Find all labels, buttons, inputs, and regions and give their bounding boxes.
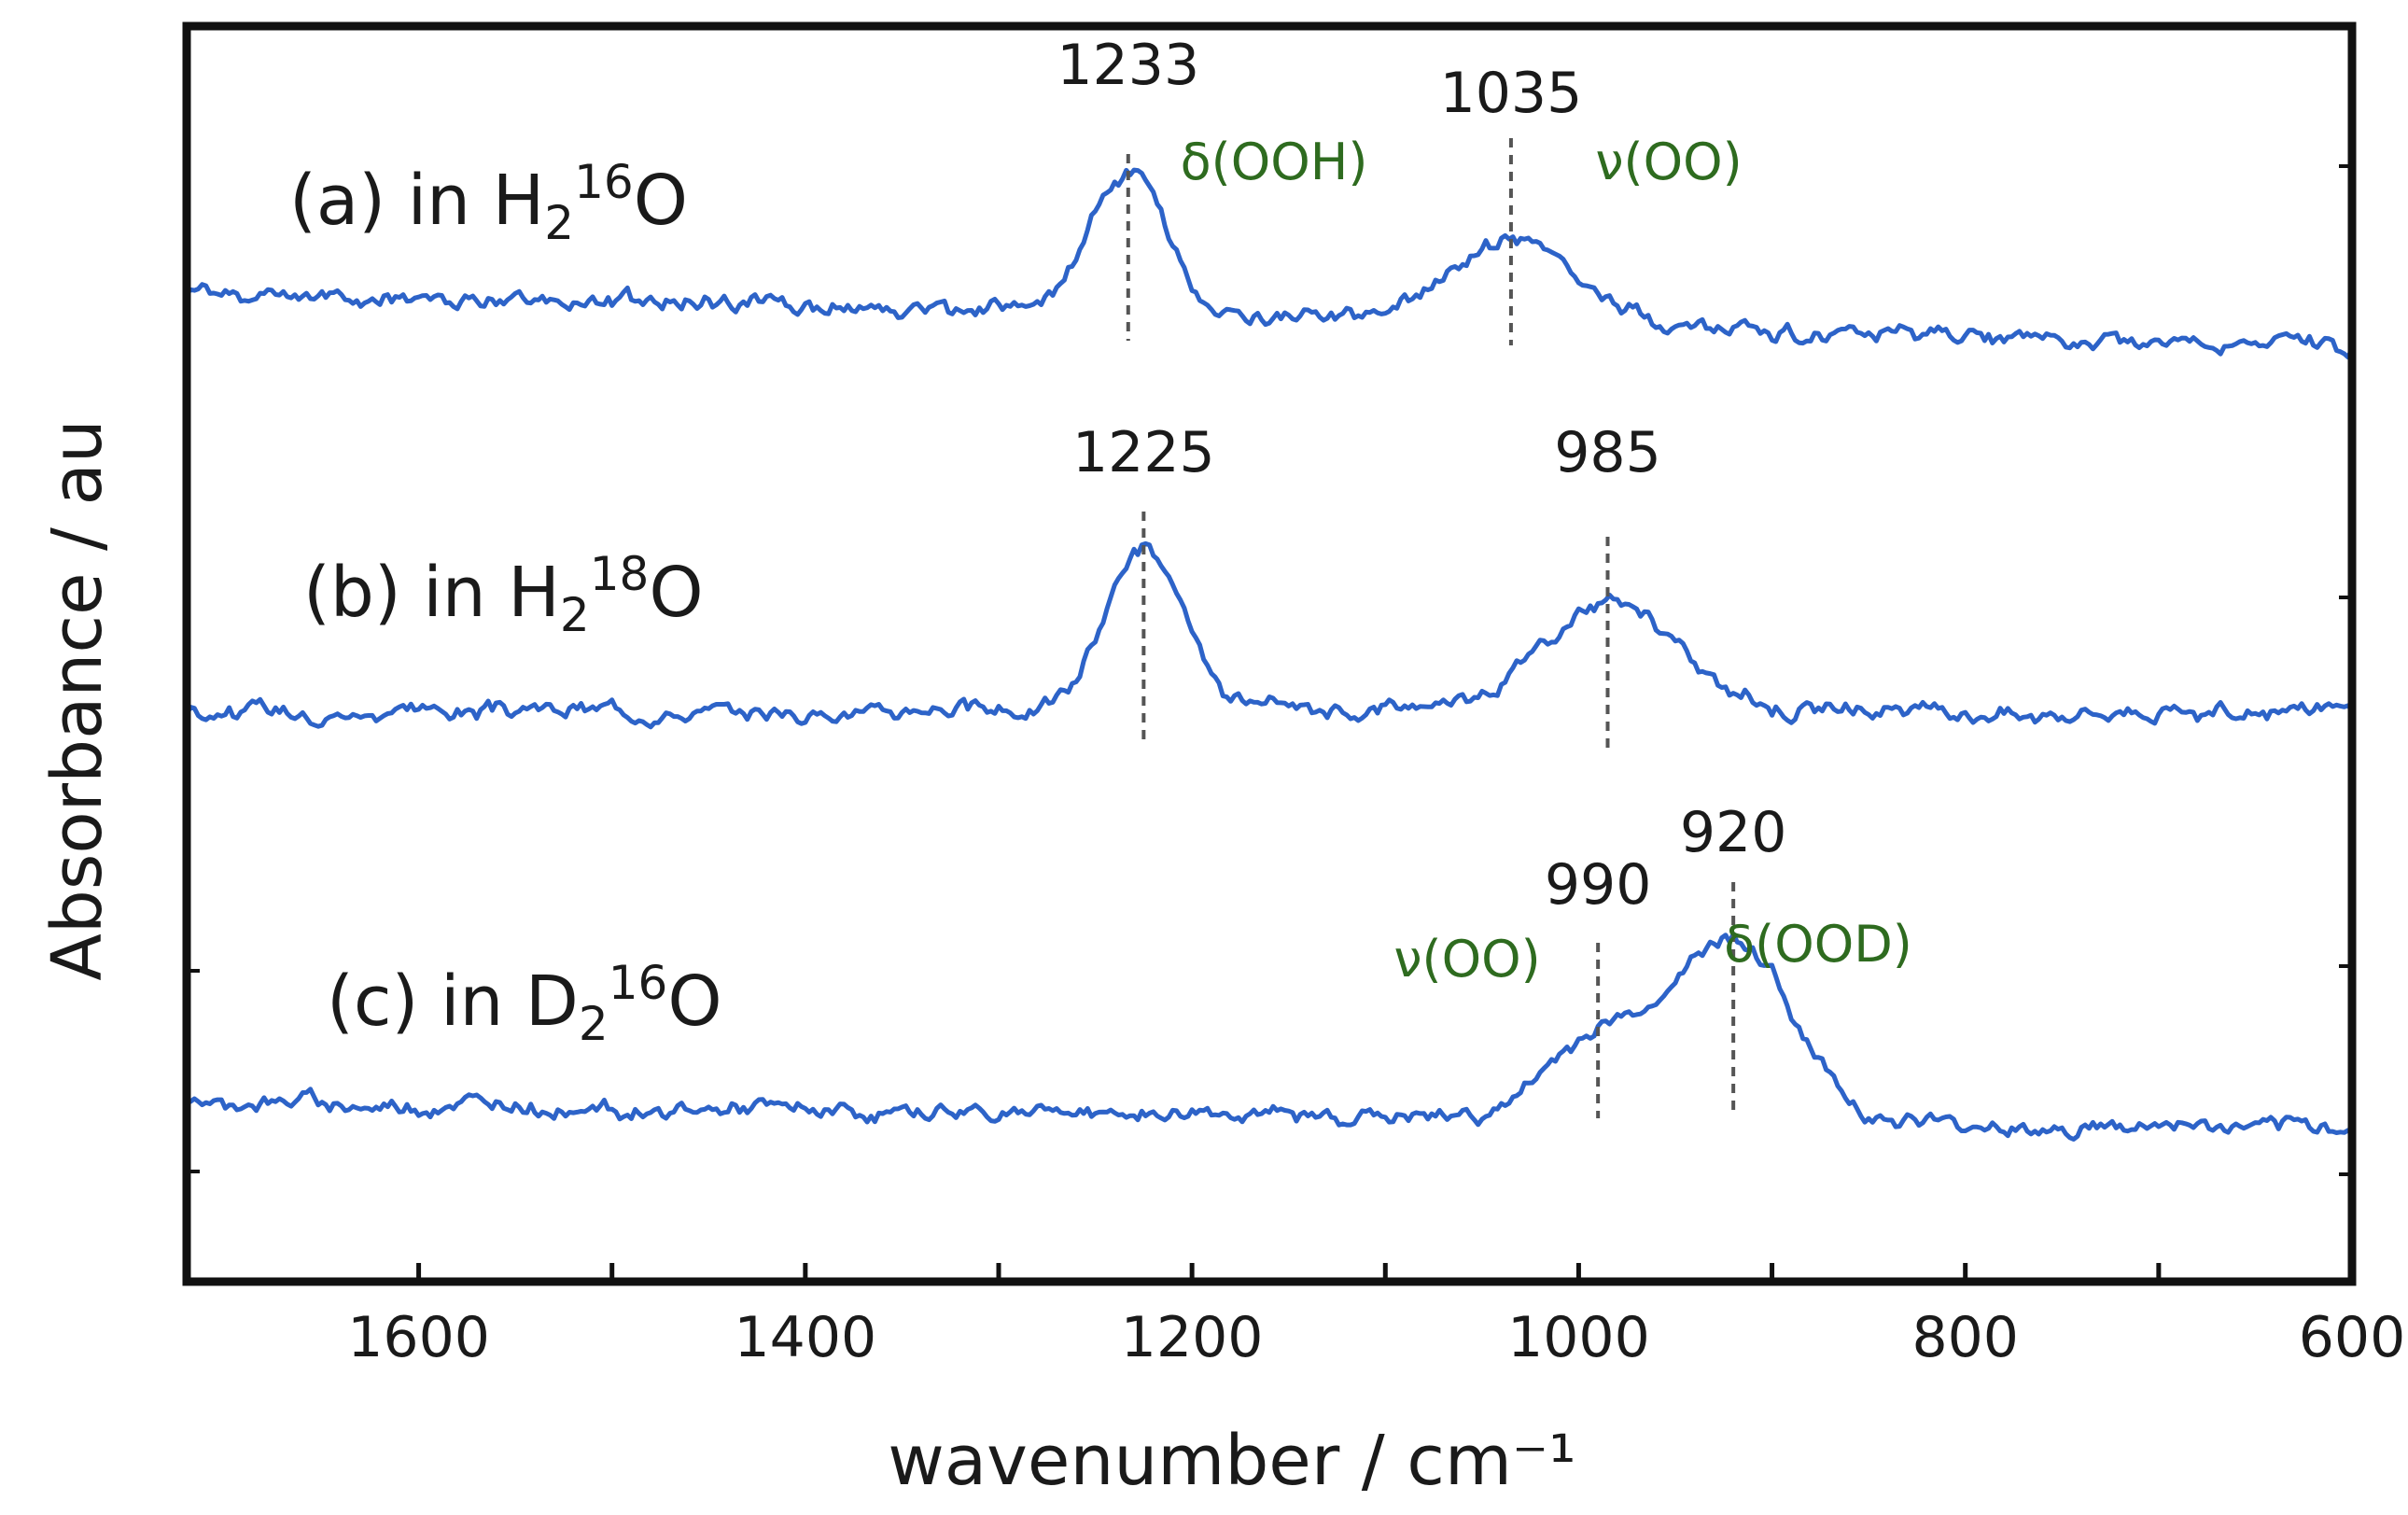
plot-frame (182, 21, 2357, 1286)
peak-label-1035: 1035 (1440, 61, 1583, 126)
band-label-a-0: δ(OOH) (1181, 133, 1368, 191)
peak-label-1233: 1233 (1057, 33, 1199, 98)
trace-label-a: (a) in H216O (289, 155, 688, 250)
spectrum-line-b (184, 540, 2355, 730)
peak-label-920: 920 (1680, 800, 1787, 865)
trace-label-c: (c) in D216O (327, 956, 722, 1051)
x-tick-label-1600: 1600 (347, 1305, 490, 1370)
spectrum-line-a (185, 167, 2355, 360)
spectrum-traces (184, 167, 2355, 1142)
x-tick-label-1400: 1400 (735, 1305, 877, 1370)
y-axis-title: Absorbance / au (37, 419, 118, 981)
x-tick-label-1200: 1200 (1121, 1305, 1264, 1370)
band-label-c-1: δ(OOD) (1724, 915, 1912, 974)
peak-label-985: 985 (1554, 420, 1661, 485)
trace-label-b: (b) in H218O (303, 547, 704, 642)
peak-label-990: 990 (1545, 852, 1652, 918)
band-label-a-1: ν(OO) (1595, 133, 1742, 191)
band-label-c-0: ν(OO) (1393, 930, 1540, 989)
x-axis-title: wavenumber / cm⁻¹ (888, 1421, 1575, 1501)
x-axis-ticks: 1600 1400 1200 1000 800 600 (187, 164, 2406, 1370)
peak-markers: 1233 1035 δ(OOH) ν(OO) 1225 985 990 920 ν(OO) δ(O… (1057, 33, 1912, 1118)
x-tick-label-600: 600 (2299, 1305, 2406, 1370)
spectrum-line-c (185, 932, 2355, 1142)
x-tick-label-1000: 1000 (1507, 1305, 1650, 1370)
x-tick-label-800: 800 (1911, 1305, 2019, 1370)
peak-label-1225: 1225 (1072, 420, 1215, 485)
trace-labels: (a) in H216O (b) in H218O (c) in D216O (289, 155, 722, 1051)
